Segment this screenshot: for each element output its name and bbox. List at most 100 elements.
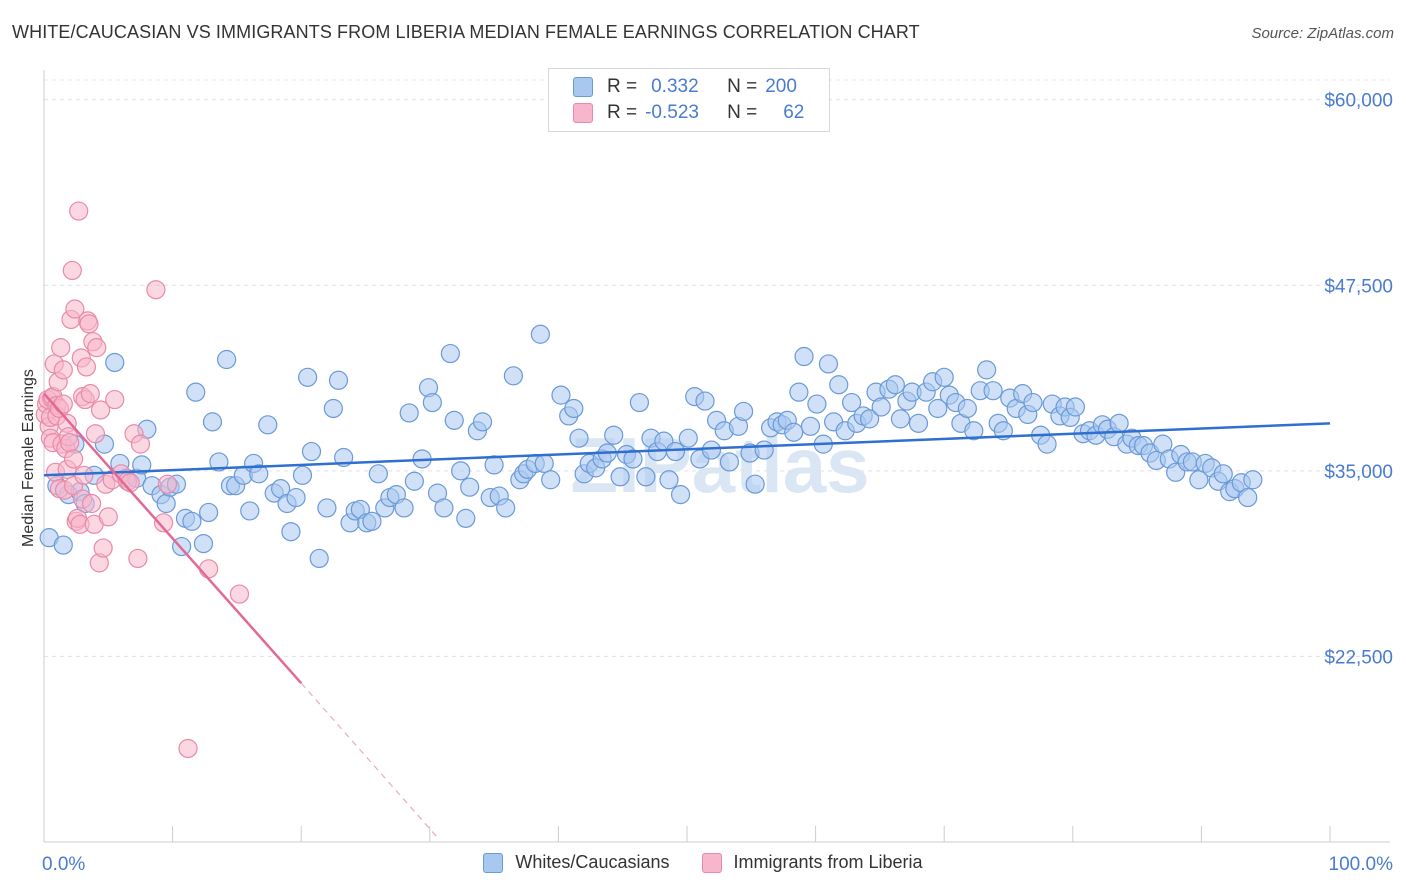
data-point-liberia (53, 394, 73, 414)
r-label: R = (607, 102, 638, 123)
data-point-whites (472, 412, 493, 432)
data-point-liberia (153, 513, 174, 533)
x-tick-label-max: 100.0% (1329, 854, 1394, 875)
data-point-whites (885, 375, 905, 395)
stats-legend-row-whites: R = 0.332 N = 200 (573, 74, 797, 100)
data-point-liberia (81, 493, 102, 514)
legend-item-whites: Whites/Caucasians (483, 852, 670, 873)
data-point-whites (569, 428, 589, 448)
stats-legend-row-liberia: R = -0.523 N = 62 (573, 100, 804, 126)
data-point-whites (964, 421, 984, 441)
data-point-liberia (128, 548, 148, 569)
y-axis-label: Median Female Earnings (20, 369, 37, 547)
data-point-whites (1065, 397, 1085, 417)
pink-swatch-icon (573, 103, 593, 123)
n-label: N = (727, 76, 758, 97)
data-point-whites (977, 360, 997, 380)
data-point-whites (659, 470, 679, 490)
data-point-liberia (80, 384, 100, 404)
data-point-whites (105, 352, 125, 373)
data-point-whites (678, 428, 698, 448)
data-point-whites (629, 392, 650, 413)
data-point-whites (604, 425, 624, 445)
data-point-whites (193, 533, 214, 554)
x-tick-label-min: 0.0% (42, 854, 85, 875)
data-point-whites (298, 367, 318, 387)
data-point-whites (249, 464, 269, 484)
data-point-liberia (157, 474, 178, 494)
data-point-liberia (87, 338, 107, 358)
data-point-whites (281, 522, 301, 542)
data-point-liberia (85, 424, 106, 444)
data-point-whites (1243, 470, 1263, 490)
data-point-whites (829, 375, 849, 395)
data-point-whites (362, 511, 382, 531)
data-point-whites (456, 508, 476, 528)
data-point-whites (53, 535, 73, 555)
r-value: 0.332 (651, 76, 699, 97)
data-point-whites (564, 398, 584, 419)
trend-lines (43, 392, 1331, 837)
data-point-whites (1238, 487, 1258, 508)
data-point-whites (670, 485, 691, 505)
legend-item-liberia: Immigrants from Liberia (701, 852, 923, 873)
data-point-whites (784, 422, 804, 442)
data-point-whites (701, 440, 722, 460)
grid-lines (44, 79, 1390, 657)
data-point-whites (800, 416, 821, 436)
data-point-whites (794, 346, 814, 367)
data-point-whites (908, 413, 929, 433)
data-point-whites (636, 467, 656, 487)
data-point-liberia (178, 738, 198, 759)
data-point-whites (860, 409, 880, 429)
data-point-whites (754, 440, 774, 460)
data-point-whites (1109, 413, 1129, 433)
series-whites-points (39, 324, 1263, 569)
y-tick-label: $35,000 (1324, 462, 1393, 483)
data-point-liberia (146, 280, 166, 300)
legend-label: Immigrants from Liberia (733, 852, 923, 872)
data-point-liberia (51, 338, 71, 358)
blue-swatch-icon (573, 77, 593, 97)
data-point-whites (1189, 470, 1209, 490)
data-point-liberia (105, 389, 125, 410)
data-point-whites (871, 397, 891, 417)
data-point-whites (240, 501, 260, 521)
data-point-whites (182, 511, 202, 531)
data-point-whites (665, 441, 686, 462)
n-label: N = (727, 102, 758, 123)
data-point-liberia (229, 584, 250, 604)
data-point-liberia (98, 507, 118, 527)
data-point-liberia (74, 465, 94, 485)
stats-legend: R = 0.332 N = 200 R = -0.523 N = 62 (548, 68, 830, 132)
y-tick-label: $60,000 (1324, 91, 1393, 112)
data-point-liberia (79, 314, 99, 334)
data-point-whites (530, 324, 550, 344)
data-point-liberia (60, 433, 80, 453)
data-point-whites (317, 498, 337, 518)
data-point-whites (551, 385, 571, 405)
source-label: Source: ZipAtlas.com (1251, 25, 1394, 42)
data-point-whites (807, 394, 827, 414)
data-point-liberia (76, 357, 97, 377)
blue-swatch-icon (483, 852, 504, 873)
data-point-whites (132, 455, 152, 475)
data-point-whites (301, 441, 322, 462)
data-point-whites (789, 382, 809, 402)
data-point-whites (286, 487, 306, 508)
data-point-whites (934, 367, 954, 387)
data-point-whites (745, 474, 765, 494)
data-point-whites (957, 398, 977, 419)
y-tick-label: $22,500 (1324, 647, 1393, 668)
trend-line-liberia (43, 392, 303, 684)
trend-line-liberia-extension (300, 682, 437, 837)
n-value: 62 (783, 102, 805, 123)
series-legend: Whites/Caucasians Immigrants from Liberi… (0, 852, 1406, 873)
data-point-whites (328, 370, 349, 390)
data-point-whites (368, 464, 388, 484)
data-point-whites (309, 548, 329, 569)
data-point-whites (202, 412, 223, 432)
data-point-whites (733, 401, 754, 422)
data-point-whites (610, 467, 630, 487)
